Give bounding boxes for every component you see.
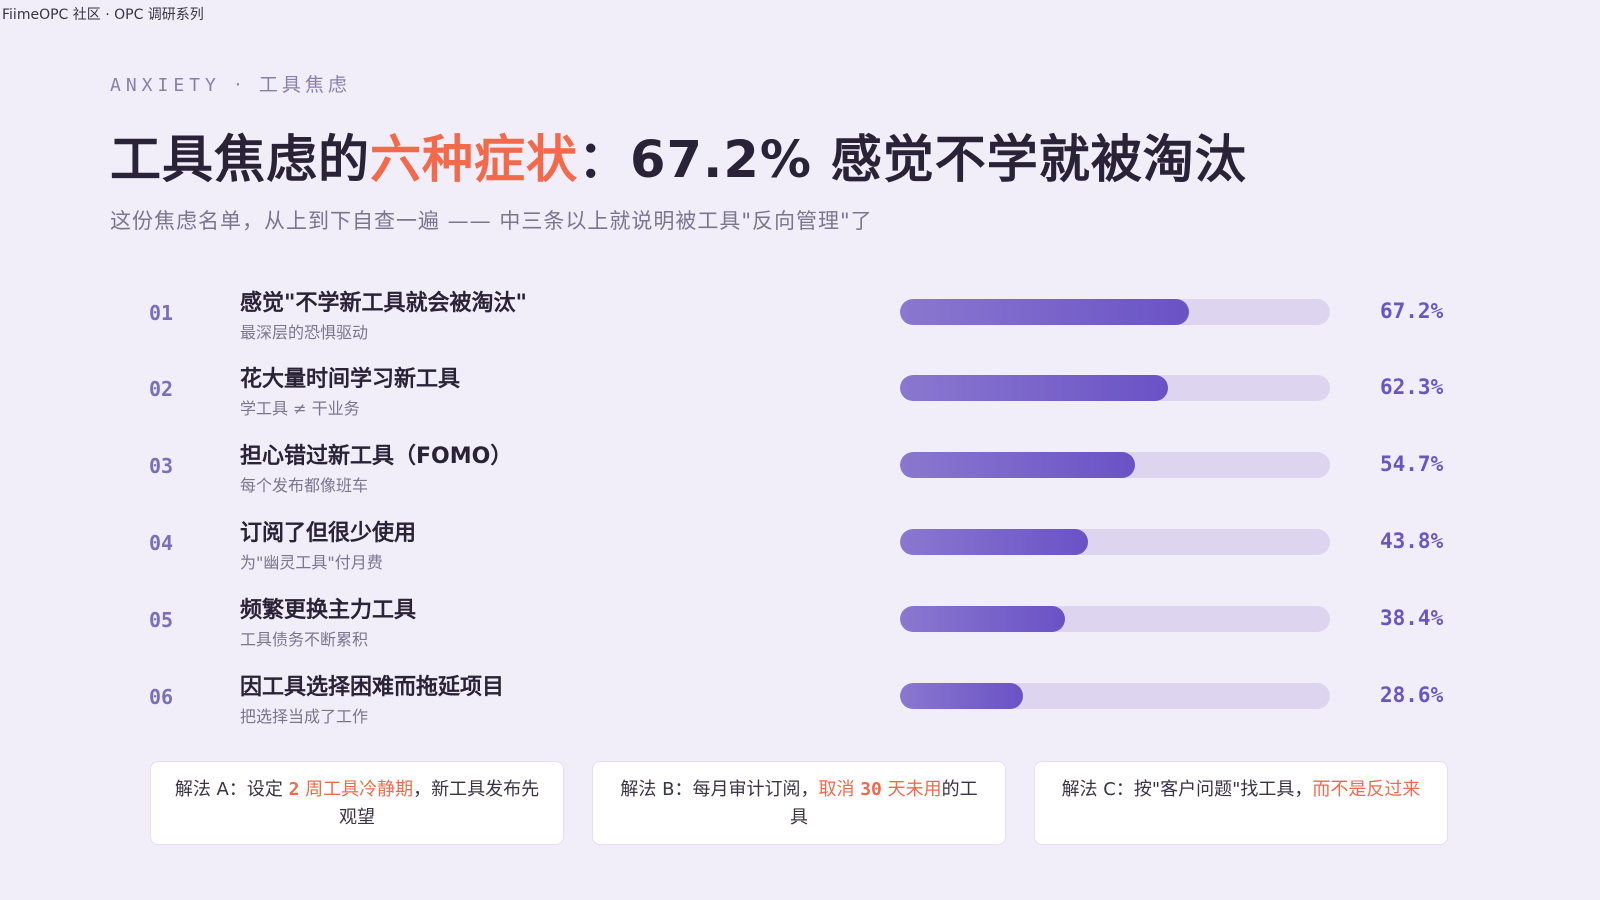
symptom-percent: 62.3%: [1380, 375, 1444, 399]
symptom-percent: 43.8%: [1380, 529, 1444, 553]
solution-accent-number: 30: [860, 779, 882, 800]
symptom-label: 担心错过新工具（FOMO）: [240, 444, 513, 469]
symptom-row: 06 因工具选择困难而拖延项目 把选择当成了工作 28.6%: [0, 667, 1600, 737]
symptom-row: 04 订阅了但很少使用 为"幽灵工具"付月费 43.8%: [0, 513, 1600, 583]
progress-track: [900, 683, 1330, 709]
symptom-label: 花大量时间学习新工具: [240, 367, 461, 392]
symptom-sublabel: 为"幽灵工具"付月费: [240, 553, 383, 572]
symptom-row: 03 担心错过新工具（FOMO） 每个发布都像班车 54.7%: [0, 436, 1600, 506]
progress-fill: [900, 529, 1089, 555]
solution-text: 解法 B：每月审计订阅，: [620, 779, 819, 800]
section-eyebrow: ANXIETY · 工具焦虑: [110, 70, 351, 97]
symptom-sublabel: 学工具 ≠ 干业务: [240, 399, 360, 418]
progress-fill: [900, 299, 1189, 325]
eyebrow-zh: 工具焦虑: [258, 74, 351, 96]
symptom-number: 02: [149, 377, 174, 401]
symptom-row: 05 频繁更换主力工具 工具债务不断累积 38.4%: [0, 590, 1600, 660]
solution-text: ，新工具发布先观望: [339, 779, 540, 828]
symptom-percent: 54.7%: [1380, 452, 1444, 476]
progress-track: [900, 529, 1330, 555]
symptom-number: 06: [149, 685, 174, 709]
progress-fill: [900, 683, 1023, 709]
solution-accent: 而不是反过来: [1312, 779, 1421, 800]
eyebrow-dot: ·: [234, 74, 245, 96]
symptom-sublabel: 把选择当成了工作: [240, 707, 369, 726]
eyebrow-en: ANXIETY: [110, 75, 221, 96]
progress-track: [900, 299, 1330, 325]
brand-header: FiimeOPC 社区 · OPC 调研系列: [2, 7, 204, 23]
title-part1: 工具焦虑的: [110, 131, 371, 190]
progress-track: [900, 452, 1330, 478]
symptom-percent: 38.4%: [1380, 606, 1444, 630]
solution-text: 解法 A：设定: [174, 779, 289, 800]
solution-card-a: 解法 A：设定 2 周工具冷静期，新工具发布先观望: [150, 761, 564, 845]
symptom-number: 01: [149, 301, 174, 325]
symptom-sublabel: 每个发布都像班车: [240, 476, 369, 495]
symptom-label: 因工具选择困难而拖延项目: [240, 675, 505, 700]
symptom-label: 订阅了但很少使用: [240, 521, 417, 546]
progress-fill: [900, 606, 1066, 632]
symptom-sublabel: 工具债务不断累积: [240, 630, 369, 649]
progress-fill: [900, 452, 1136, 478]
solution-card-c: 解法 C：按"客户问题"找工具，而不是反过来: [1034, 761, 1448, 845]
symptom-label: 感觉"不学新工具就会被淘汰": [240, 291, 527, 316]
symptom-row: 02 花大量时间学习新工具 学工具 ≠ 干业务 62.3%: [0, 359, 1600, 429]
symptom-sublabel: 最深层的恐惧驱动: [240, 323, 369, 342]
symptom-number: 03: [149, 454, 174, 478]
symptom-number: 04: [149, 531, 174, 555]
solution-text: 的工具: [790, 779, 978, 828]
progress-track: [900, 375, 1330, 401]
solution-accent: 周工具冷静期: [299, 779, 414, 800]
title-highlight: 六种症状: [370, 131, 579, 190]
symptom-row: 01 感觉"不学新工具就会被淘汰" 最深层的恐惧驱动 67.2%: [0, 283, 1600, 353]
symptom-percent: 67.2%: [1380, 299, 1444, 323]
progress-fill: [900, 375, 1168, 401]
symptom-label: 频繁更换主力工具: [240, 598, 417, 623]
solution-accent-number: 2: [288, 779, 300, 800]
symptom-percent: 28.6%: [1380, 683, 1444, 707]
solution-text: 解法 C：按"客户问题"找工具，: [1061, 779, 1313, 800]
solution-card-b: 解法 B：每月审计订阅，取消 30 天未用的工具: [592, 761, 1006, 845]
solution-accent: 取消: [818, 779, 861, 800]
progress-track: [900, 606, 1330, 632]
solution-accent: 天未用: [881, 779, 942, 800]
page-title: 工具焦虑的六种症状：67.2% 感觉不学就被淘汰: [110, 118, 1247, 192]
page-subtitle: 这份焦虑名单，从上到下自查一遍 —— 中三条以上就说明被工具"反向管理"了: [110, 209, 873, 233]
title-part2: ：67.2% 感觉不学就被淘汰: [578, 131, 1247, 190]
symptom-number: 05: [149, 608, 174, 632]
